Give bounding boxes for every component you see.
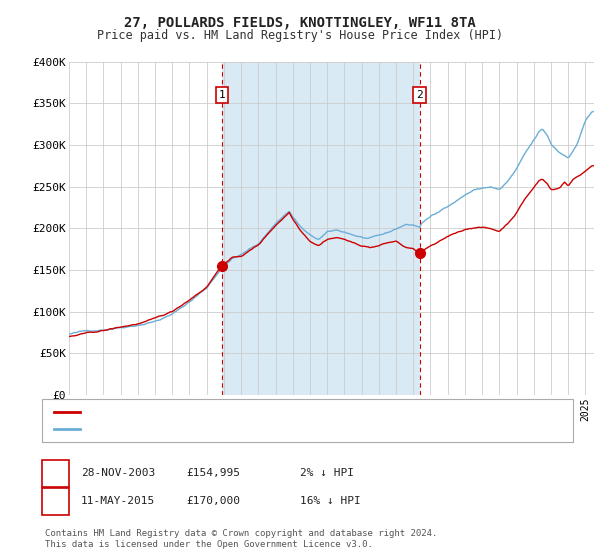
Text: 27, POLLARDS FIELDS, KNOTTINGLEY, WF11 8TA: 27, POLLARDS FIELDS, KNOTTINGLEY, WF11 8… <box>124 16 476 30</box>
Bar <box>222 62 419 395</box>
Text: 2% ↓ HPI: 2% ↓ HPI <box>300 468 354 478</box>
Text: 1: 1 <box>52 466 59 480</box>
Text: Contains HM Land Registry data © Crown copyright and database right 2024.
This d: Contains HM Land Registry data © Crown c… <box>45 529 437 549</box>
Text: Price paid vs. HM Land Registry's House Price Index (HPI): Price paid vs. HM Land Registry's House … <box>97 29 503 42</box>
Text: £154,995: £154,995 <box>186 468 240 478</box>
Text: 1: 1 <box>219 90 226 100</box>
Text: 2: 2 <box>52 494 59 508</box>
Text: 11-MAY-2015: 11-MAY-2015 <box>81 496 155 506</box>
Text: 16% ↓ HPI: 16% ↓ HPI <box>300 496 361 506</box>
Text: 27, POLLARDS FIELDS, KNOTTINGLEY, WF11 8TA (detached house): 27, POLLARDS FIELDS, KNOTTINGLEY, WF11 8… <box>84 407 453 417</box>
Text: HPI: Average price, detached house, Wakefield: HPI: Average price, detached house, Wake… <box>84 424 365 434</box>
Text: £170,000: £170,000 <box>186 496 240 506</box>
Text: 28-NOV-2003: 28-NOV-2003 <box>81 468 155 478</box>
Text: 2: 2 <box>416 90 423 100</box>
